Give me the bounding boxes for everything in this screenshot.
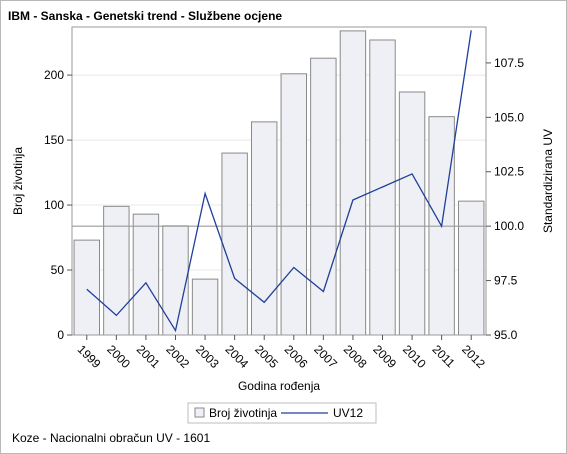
bar <box>162 225 189 336</box>
x-tick-label: 2006 <box>282 342 311 371</box>
x-tick-label: 2010 <box>400 342 429 371</box>
x-tick-label: 2003 <box>193 342 222 371</box>
y2-tick-label: 107.5 <box>494 56 524 70</box>
x-tick-label: 2007 <box>311 342 340 371</box>
bar <box>191 278 219 336</box>
bar <box>221 152 248 336</box>
x-tick-label: 2012 <box>459 342 488 371</box>
bar <box>398 91 426 336</box>
x-tick-label: 2004 <box>223 342 252 371</box>
x-tick-label: 2001 <box>134 342 163 371</box>
x-tick-label: 1999 <box>75 342 104 371</box>
x-tick-label: 2000 <box>104 342 133 371</box>
bar <box>457 200 485 336</box>
x-tick-label: 2011 <box>430 342 458 370</box>
y-tick-label: 0 <box>57 328 64 342</box>
legend-label-line: UV12 <box>333 406 363 420</box>
chart-footnote: Koze - Nacionalni obračun UV - 1601 <box>12 431 211 445</box>
y-tick-label: 100 <box>44 198 64 212</box>
y-tick-label: 150 <box>44 133 64 147</box>
y2-tick-label: 105.0 <box>494 110 524 124</box>
bar <box>250 121 278 336</box>
bar <box>310 57 337 336</box>
x-axis-title: Godina rođenja <box>238 379 320 393</box>
y2-axis-title: Standardizirana UV <box>541 129 555 233</box>
x-tick-label: 2005 <box>252 342 281 371</box>
x-tick-label: 2009 <box>370 342 399 371</box>
bar <box>73 239 101 336</box>
y2-tick-label: 102.5 <box>494 165 524 179</box>
x-tick-label: 2008 <box>341 342 370 371</box>
plot-frame <box>71 26 487 336</box>
bar <box>103 205 130 336</box>
y2-tick-label: 95.0 <box>494 328 518 342</box>
y-axis-title: Broj životinja <box>11 147 25 215</box>
legend-label-bar: Broj životinja <box>209 406 277 420</box>
bar <box>339 30 367 336</box>
y-tick-label: 50 <box>51 263 65 277</box>
uv12-line <box>86 30 472 333</box>
bar <box>280 73 308 336</box>
y-tick-label: 200 <box>44 68 64 82</box>
y2-tick-label: 100.0 <box>494 219 524 233</box>
bar <box>132 213 160 336</box>
y2-tick-label: 97.5 <box>494 274 518 288</box>
chart-title: IBM - Sanska - Genetski trend - Službene… <box>8 9 283 23</box>
x-tick-label: 2002 <box>163 342 192 371</box>
legend-swatch-bar <box>194 407 205 418</box>
